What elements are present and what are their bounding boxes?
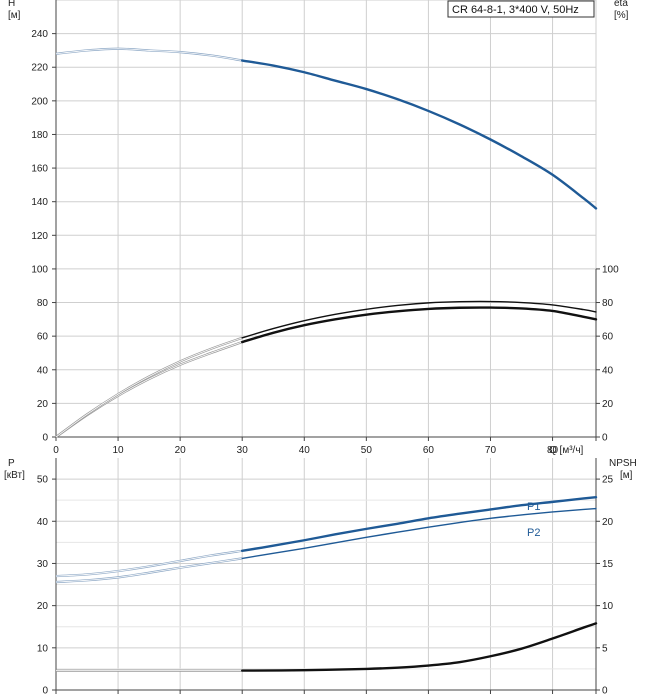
series-label-p1: P1 xyxy=(527,501,540,513)
left-tick-label: 30 xyxy=(37,559,49,570)
eta_a-line xyxy=(241,306,598,344)
x-tick-label: 0 xyxy=(53,445,59,456)
eta_b-line xyxy=(241,300,597,339)
right-tick-label: 60 xyxy=(602,332,614,343)
p1-line xyxy=(241,496,598,552)
series-p2 xyxy=(55,507,597,584)
right-tick-label: 5 xyxy=(602,643,608,654)
left-tick-label: 80 xyxy=(37,298,49,309)
x-tick-label: 20 xyxy=(175,445,187,456)
legend: CR 64-8-1, 3*400 V, 50Hz xyxy=(447,0,595,18)
p2-line xyxy=(241,507,597,560)
series-label-p2: P2 xyxy=(527,527,540,539)
right-tick-label: 20 xyxy=(602,399,614,410)
p2-line-thin-core xyxy=(55,557,243,583)
p1-line-thin-core xyxy=(55,550,243,577)
right-tick-label: 100 xyxy=(602,264,619,275)
x-tick-label: 60 xyxy=(423,445,435,456)
eta-axis-unit: [%] xyxy=(614,10,629,21)
h-axis-unit: [м] xyxy=(8,10,21,21)
right-tick-label: 0 xyxy=(602,686,608,697)
left-tick-label: 20 xyxy=(37,399,49,410)
legend-box xyxy=(447,0,595,18)
left-tick-label: 40 xyxy=(37,517,49,528)
right-tick-label: 20 xyxy=(602,517,614,528)
series-p1 xyxy=(55,496,598,578)
right-tick-label: 15 xyxy=(602,559,614,570)
left-tick-label: 50 xyxy=(37,475,49,486)
q-axis-label: Q [м³/ч] xyxy=(549,445,584,456)
left-tick-label: 60 xyxy=(37,332,49,343)
left-tick-label: 240 xyxy=(31,29,48,40)
p-axis-label: P xyxy=(8,458,15,469)
x-tick-label: 10 xyxy=(113,445,125,456)
x-tick-label: 50 xyxy=(361,445,373,456)
h-line xyxy=(241,59,598,210)
right-tick-label: 40 xyxy=(602,365,614,376)
h-line-thin-core xyxy=(55,48,243,61)
left-tick-label: 40 xyxy=(37,365,49,376)
eta_b-line-thin-core xyxy=(55,337,243,438)
npsh-line xyxy=(241,622,598,672)
legend-text: CR 64-8-1, 3*400 V, 50Hz xyxy=(452,4,579,16)
series-npsh xyxy=(56,622,598,672)
left-tick-label: 120 xyxy=(31,231,48,242)
series-h xyxy=(55,47,598,210)
x-tick-label: 80 xyxy=(547,445,559,456)
right-tick-label: 0 xyxy=(602,433,608,444)
left-tick-label: 220 xyxy=(31,63,48,74)
left-tick-label: 180 xyxy=(31,130,48,141)
x-tick-label: 70 xyxy=(485,445,497,456)
left-tick-label: 10 xyxy=(37,643,49,654)
left-tick-label: 0 xyxy=(42,686,48,697)
x-tick-label: 30 xyxy=(237,445,249,456)
right-tick-label: 80 xyxy=(602,298,614,309)
left-tick-label: 200 xyxy=(31,96,48,107)
eta-axis-label: eta xyxy=(614,0,628,9)
left-tick-label: 160 xyxy=(31,164,48,175)
power-npsh-panel: 0 10 20 30 40 50 0 5 10 15 20 25 xyxy=(37,458,614,697)
left-tick-label: 100 xyxy=(31,264,48,275)
x-tick-label: 40 xyxy=(299,445,311,456)
right-tick-label: 10 xyxy=(602,601,614,612)
npsh-axis-label: NPSH xyxy=(609,458,637,469)
head-efficiency-panel: 0204060801001201401601802002202400204060… xyxy=(31,0,619,456)
h-axis-label: H xyxy=(8,0,15,9)
left-tick-label: 140 xyxy=(31,197,48,208)
p-axis-unit: [кВт] xyxy=(4,470,25,481)
right-tick-label: 25 xyxy=(602,475,614,486)
series-eta_b xyxy=(55,300,597,438)
npsh-axis-unit: [м] xyxy=(620,470,633,481)
left-tick-label: 20 xyxy=(37,601,49,612)
left-tick-label: 0 xyxy=(42,433,48,444)
